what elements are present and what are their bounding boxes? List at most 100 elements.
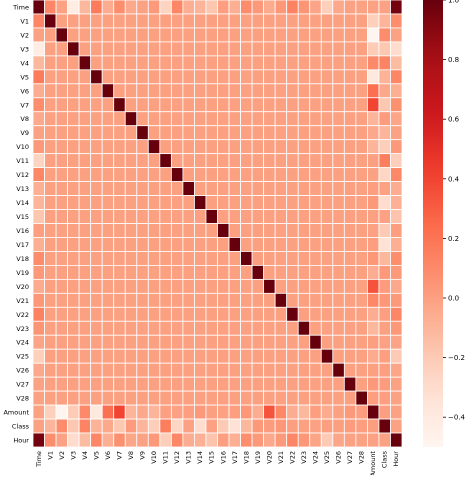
heatmap-cell-v22-v24 (309, 306, 322, 322)
heatmap-cell-v26-v26 (332, 362, 345, 378)
heatmap-cell-v8-v20 (263, 111, 276, 127)
heatmap-cell-v9-v6 (101, 125, 115, 141)
heatmap-cell-v16-v5 (90, 223, 103, 238)
heatmap-cell-class-v3 (67, 418, 80, 434)
heatmap-cell-v26-v13 (182, 362, 195, 378)
heatmap-cell-v12-amount (367, 167, 380, 183)
heatmap-cell-v22-v26 (332, 306, 345, 322)
heatmap-cell-v23-v15 (205, 320, 218, 336)
heatmap-cell-v2-v10 (147, 27, 161, 43)
heatmap-cell-v24-v3 (67, 334, 80, 350)
heatmap-cell-v4-v25 (320, 55, 334, 71)
heatmap-cell-v2-class (378, 27, 391, 43)
heatmap-cell-v1-v3 (67, 13, 80, 29)
heatmap-cell-v5-v2 (55, 69, 68, 85)
heatmap-cell-v27-v8 (124, 376, 138, 392)
heatmap-cell-v4-v14 (194, 55, 207, 71)
heatmap-cell-hour-hour (390, 432, 403, 448)
heatmap-cell-v9-v4 (78, 125, 92, 141)
heatmap-cell-v20-amount (367, 278, 380, 294)
heatmap-cell-class-v8 (124, 418, 138, 434)
heatmap-cell-v26-hour (390, 362, 403, 378)
heatmap-cell-v6-time (32, 83, 45, 99)
heatmap-cell-v27-v24 (309, 376, 322, 392)
heatmap-cell-v9-v8 (124, 125, 138, 141)
heatmap-cell-v22-v7 (113, 306, 126, 322)
heatmap-cell-amount-v7 (113, 404, 126, 420)
heatmap-cell-v9-v19 (251, 125, 265, 141)
heatmap-cell-v25-v12 (170, 348, 184, 364)
heatmap-cell-v10-v10 (147, 139, 161, 155)
heatmap-cell-v22-v10 (147, 306, 161, 322)
heatmap-cell-v8-v23 (297, 111, 311, 127)
heatmap-cell-v23-v10 (147, 320, 161, 336)
heatmap-cell-v26-v8 (124, 362, 138, 378)
heatmap-cell-v26-v21 (274, 362, 288, 378)
heatmap-cell-v24-v12 (170, 334, 184, 350)
heatmap-cell-v22-v9 (136, 306, 149, 322)
heatmap-cell-v13-v2 (55, 181, 68, 196)
heatmap-cell-v2-v1 (44, 27, 57, 43)
x-tick-label: V16 (219, 451, 227, 464)
heatmap-cell-class-v16 (217, 418, 230, 434)
heatmap-cell-v8-v12 (170, 111, 184, 127)
heatmap-cell-v22-v1 (44, 306, 57, 322)
heatmap-cell-v16-v14 (194, 223, 207, 238)
heatmap-cell-amount-v11 (159, 404, 172, 420)
heatmap-cell-v5-v3 (67, 69, 80, 85)
heatmap-cell-v9-v2 (55, 125, 68, 141)
heatmap-cell-v4-v21 (274, 55, 288, 71)
heatmap-cell-v14-v25 (320, 195, 334, 210)
heatmap-cell-v20-v8 (124, 278, 138, 294)
heatmap-cell-time-v7 (113, 0, 126, 15)
heatmap-cell-v12-v8 (124, 167, 138, 183)
y-tick-label: V17 (16, 241, 29, 249)
heatmap-cell-v23-v25 (320, 320, 334, 336)
heatmap-cell-v2-v3 (67, 27, 80, 43)
colorbar (423, 0, 443, 447)
heatmap-cell-v21-v9 (136, 292, 149, 308)
heatmap-cell-v25-v3 (67, 348, 80, 364)
heatmap-cell-v25-v25 (320, 348, 334, 364)
heatmap-cell-v5-v17 (228, 69, 241, 85)
heatmap-cell-v26-v20 (263, 362, 276, 378)
heatmap-cell-v18-v2 (55, 251, 68, 266)
heatmap-cell-v22-v22 (286, 306, 299, 322)
heatmap-cell-v24-v18 (240, 334, 253, 350)
heatmap-cell-v4-v6 (101, 55, 115, 71)
heatmap-cell-v16-v27 (343, 223, 357, 238)
heatmap-cell-v4-v4 (78, 55, 92, 71)
heatmap-cell-v13-v11 (159, 181, 172, 196)
heatmap-cell-v4-v17 (228, 55, 241, 71)
heatmap-cell-time-time (32, 0, 45, 15)
heatmap-cell-v17-v9 (136, 237, 149, 252)
heatmap-cell-v26-v4 (78, 362, 92, 378)
heatmap-cell-v2-v20 (263, 27, 276, 43)
heatmap-cell-v26-v15 (205, 362, 218, 378)
heatmap-cell-v23-v9 (136, 320, 149, 336)
heatmap-cell-v18-v10 (147, 251, 161, 266)
heatmap-cell-v15-v19 (251, 209, 265, 224)
heatmap-cell-v22-v4 (78, 306, 92, 322)
heatmap-cell-v23-v6 (101, 320, 115, 336)
heatmap-cells (32, 0, 403, 448)
heatmap-cell-v2-v13 (182, 27, 195, 43)
heatmap-cell-class-v12 (170, 418, 184, 434)
heatmap-cell-v18-hour (390, 251, 403, 266)
heatmap-cell-v28-v18 (240, 390, 253, 406)
heatmap-cell-v19-v19 (251, 265, 265, 280)
heatmap-cell-v21-v26 (332, 292, 345, 308)
heatmap-cell-v2-v21 (274, 27, 288, 43)
heatmap-cell-v28-v11 (159, 390, 172, 406)
heatmap-cell-v22-v3 (67, 306, 80, 322)
heatmap-cell-v19-v28 (355, 265, 368, 280)
heatmap-cell-v26-amount (367, 362, 380, 378)
colorbar-tick-label: 0.2 (448, 235, 459, 243)
heatmap-cell-v7-v22 (286, 97, 299, 113)
heatmap-cell-v13-hour (390, 181, 403, 196)
heatmap-cell-v10-time (32, 139, 45, 155)
heatmap-cell-v15-v13 (182, 209, 195, 224)
heatmap-cell-v4-v20 (263, 55, 276, 71)
heatmap-cell-time-v18 (240, 0, 253, 15)
heatmap-cell-v12-v22 (286, 167, 299, 183)
